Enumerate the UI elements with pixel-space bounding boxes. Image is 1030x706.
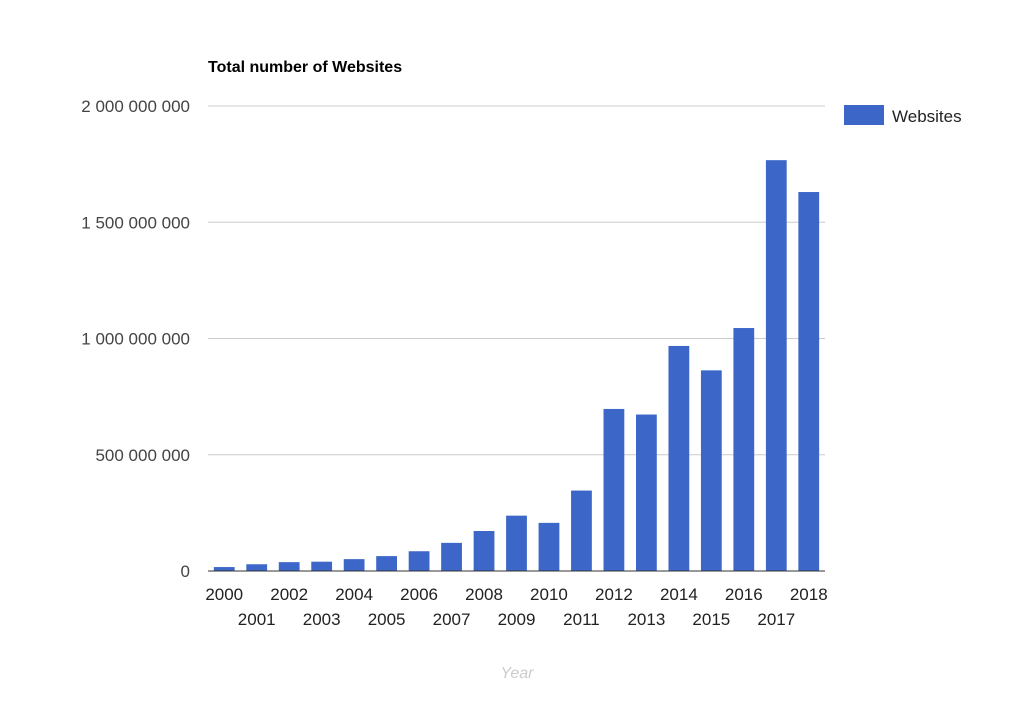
x-tick-label: 2017 bbox=[757, 610, 795, 629]
y-tick-label: 500 000 000 bbox=[95, 446, 190, 465]
bar-2015 bbox=[700, 370, 722, 571]
x-tick-label: 2011 bbox=[563, 610, 600, 629]
bar-2012 bbox=[603, 408, 625, 571]
bar-2004 bbox=[343, 559, 365, 571]
x-tick-label: 2016 bbox=[725, 585, 763, 604]
bar-2017 bbox=[765, 160, 787, 572]
bar-2013 bbox=[636, 414, 657, 571]
bar-2014 bbox=[668, 345, 690, 571]
x-tick-label: 2010 bbox=[530, 585, 568, 604]
bar-2000 bbox=[213, 567, 235, 571]
bars bbox=[213, 160, 820, 572]
y-tick-label: 1 500 000 000 bbox=[81, 213, 190, 232]
legend[interactable]: Websites bbox=[844, 105, 962, 126]
x-tick-label: 2001 bbox=[238, 610, 276, 629]
x-tick-label: 2008 bbox=[465, 585, 503, 604]
bar-2003 bbox=[311, 561, 333, 571]
bar-2002 bbox=[278, 562, 300, 571]
bar-2005 bbox=[376, 556, 397, 571]
x-tick-label: 2015 bbox=[692, 610, 730, 629]
y-axis-tick-labels: 0 500 000 000 1 000 000 000 1 500 000 000 2 … bbox=[81, 97, 190, 581]
bar-2016 bbox=[733, 328, 755, 571]
y-tick-label: 2 000 000 000 bbox=[81, 97, 190, 116]
x-tick-label: 2002 bbox=[270, 585, 308, 604]
x-tick-label: 2006 bbox=[400, 585, 438, 604]
y-tick-label: 0 bbox=[181, 562, 190, 581]
x-axis-title: Year bbox=[501, 665, 535, 682]
x-tick-label: 2000 bbox=[205, 585, 243, 604]
bar-2010 bbox=[538, 522, 560, 571]
legend-swatch-websites bbox=[844, 105, 884, 125]
x-tick-label: 2013 bbox=[627, 610, 665, 629]
x-tick-label: 2012 bbox=[595, 585, 633, 604]
bar-2011 bbox=[571, 490, 592, 571]
x-tick-label: 2003 bbox=[303, 610, 341, 629]
x-axis-tick-labels: 2000 2001 2002 2003 2004 2005 2006 2007 2008 2009… bbox=[205, 585, 827, 629]
bar-2001 bbox=[246, 564, 268, 571]
bar-2008 bbox=[473, 531, 495, 571]
chart-title: Total number of Websites bbox=[208, 59, 402, 76]
gridlines bbox=[208, 105, 825, 456]
y-tick-label: 1 000 000 000 bbox=[81, 330, 190, 349]
x-tick-label: 2014 bbox=[660, 585, 698, 604]
bar-2009 bbox=[506, 515, 527, 571]
x-tick-label: 2009 bbox=[498, 610, 536, 629]
bar-2007 bbox=[441, 542, 462, 571]
x-tick-label: 2018 bbox=[790, 585, 828, 604]
x-tick-label: 2005 bbox=[368, 610, 406, 629]
bar-2006 bbox=[408, 551, 430, 571]
x-tick-label: 2004 bbox=[335, 585, 373, 604]
bar-2018 bbox=[798, 192, 820, 571]
x-tick-label: 2007 bbox=[433, 610, 471, 629]
legend-label-websites: Websites bbox=[892, 107, 962, 126]
